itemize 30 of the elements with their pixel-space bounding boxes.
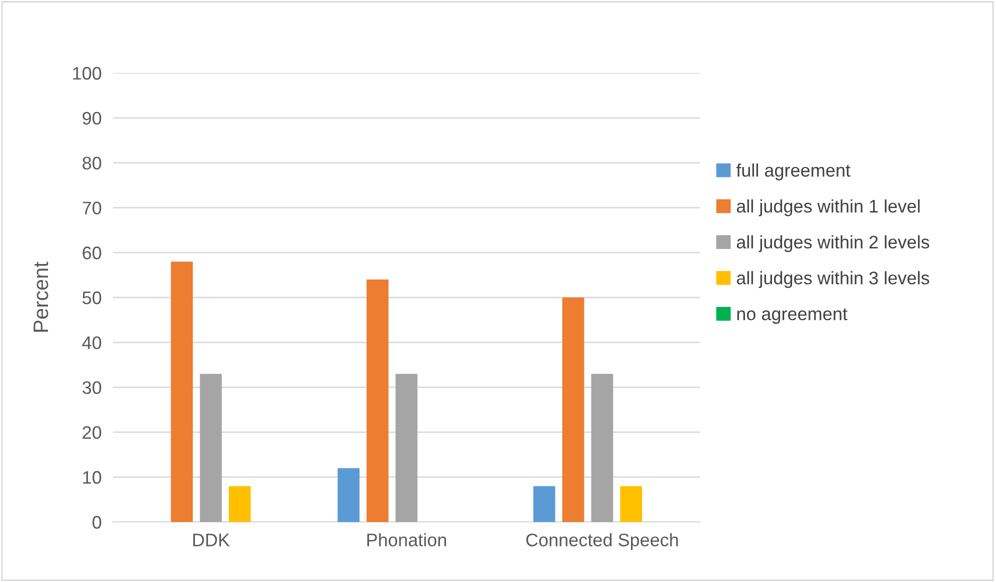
bar [366,280,388,522]
bar [620,486,642,522]
y-tick-label: 90 [82,112,102,125]
bar [533,486,556,522]
y-tick-label: 60 [82,246,102,260]
bar [170,262,193,522]
y-tick-label: 50 [82,291,102,304]
y-tick-label: 30 [82,381,102,394]
bar [396,374,418,522]
bar [228,486,251,522]
x-tick-label: Connected Speech [526,533,678,550]
y-axis-title: Percent [34,262,48,332]
y-tick-label: 70 [82,202,102,214]
legend-label: all judges within 2 levels [736,235,930,252]
legend-label: all judges within 1 level [736,199,920,216]
legend-label: full agreement [736,163,850,180]
x-tick-label: DDK [193,534,230,546]
y-tick-label: 0 [92,516,102,529]
bar [200,374,222,522]
bar [338,468,360,522]
y-tick-label: 10 [83,471,102,484]
legend-label: no agreement [737,308,848,324]
x-tick-label: Phonation [367,533,446,546]
legend-label: all judges within 3 levels [736,271,930,288]
y-tick-label: 40 [82,336,102,350]
y-tick-label: 80 [82,156,102,170]
bar [562,298,584,522]
y-tick-label: 100 [73,66,102,80]
y-tick-label: 20 [82,426,102,439]
bar [591,374,614,522]
